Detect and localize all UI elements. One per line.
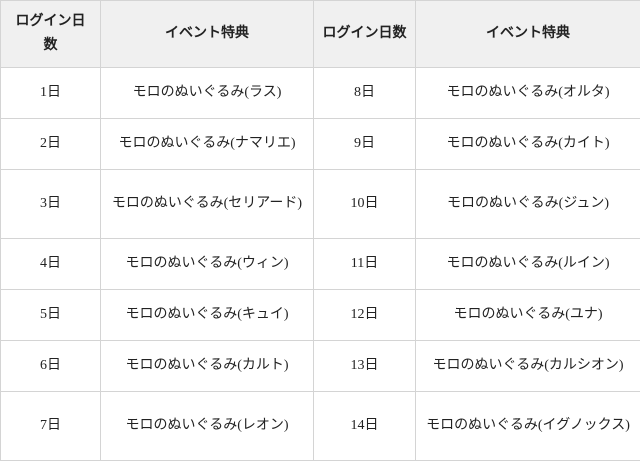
header-login-days: ログイン日数 (313, 0, 416, 68)
login-day-cell: 1日 (0, 67, 101, 119)
header-event-reward: イベント特典 (415, 0, 640, 68)
table-row: 6日 モロのぬいぐるみ(カルト) 13日 モロのぬいぐるみ(カルシオン) (0, 340, 640, 392)
table-row: 3日 モロのぬいぐるみ(セリアード) 10日 モロのぬいぐるみ(ジュン) (0, 169, 640, 239)
reward-cell: モロのぬいぐるみ(イグノックス) (415, 391, 640, 461)
table-row: 5日 モロのぬいぐるみ(キュイ) 12日 モロのぬいぐるみ(ユナ) (0, 289, 640, 341)
login-day-cell: 4日 (0, 238, 101, 290)
login-day-cell: 9日 (313, 118, 416, 170)
login-day-cell: 13日 (313, 340, 416, 392)
table-row: 2日 モロのぬいぐるみ(ナマリエ) 9日 モロのぬいぐるみ(カイト) (0, 118, 640, 170)
reward-cell: モロのぬいぐるみ(ジュン) (415, 169, 640, 239)
reward-cell: モロのぬいぐるみ(オルタ) (415, 67, 640, 119)
reward-cell: モロのぬいぐるみ(カルト) (100, 340, 314, 392)
reward-cell: モロのぬいぐるみ(ルイン) (415, 238, 640, 290)
header-event-reward: イベント特典 (100, 0, 314, 68)
reward-cell: モロのぬいぐるみ(ラス) (100, 67, 314, 119)
login-day-cell: 2日 (0, 118, 101, 170)
login-day-cell: 7日 (0, 391, 101, 461)
reward-cell: モロのぬいぐるみ(カルシオン) (415, 340, 640, 392)
login-day-cell: 5日 (0, 289, 101, 341)
reward-cell: モロのぬいぐるみ(セリアード) (100, 169, 314, 239)
login-day-cell: 10日 (313, 169, 416, 239)
header-login-days: ログイン日数 (0, 0, 101, 68)
header-row: ログイン日数 イベント特典 ログイン日数 イベント特典 (0, 0, 640, 68)
login-day-cell: 3日 (0, 169, 101, 239)
login-day-cell: 8日 (313, 67, 416, 119)
login-day-cell: 11日 (313, 238, 416, 290)
reward-cell: モロのぬいぐるみ(レオン) (100, 391, 314, 461)
table-row: 4日 モロのぬいぐるみ(ウィン) 11日 モロのぬいぐるみ(ルイン) (0, 238, 640, 290)
table-row: 7日 モロのぬいぐるみ(レオン) 14日 モロのぬいぐるみ(イグノックス) (0, 391, 640, 461)
reward-cell: モロのぬいぐるみ(キュイ) (100, 289, 314, 341)
table-row: 1日 モロのぬいぐるみ(ラス) 8日 モロのぬいぐるみ(オルタ) (0, 67, 640, 119)
reward-cell: モロのぬいぐるみ(ウィン) (100, 238, 314, 290)
reward-cell: モロのぬいぐるみ(ナマリエ) (100, 118, 314, 170)
reward-cell: モロのぬいぐるみ(ユナ) (415, 289, 640, 341)
login-day-cell: 12日 (313, 289, 416, 341)
login-day-cell: 6日 (0, 340, 101, 392)
login-day-cell: 14日 (313, 391, 416, 461)
reward-cell: モロのぬいぐるみ(カイト) (415, 118, 640, 170)
